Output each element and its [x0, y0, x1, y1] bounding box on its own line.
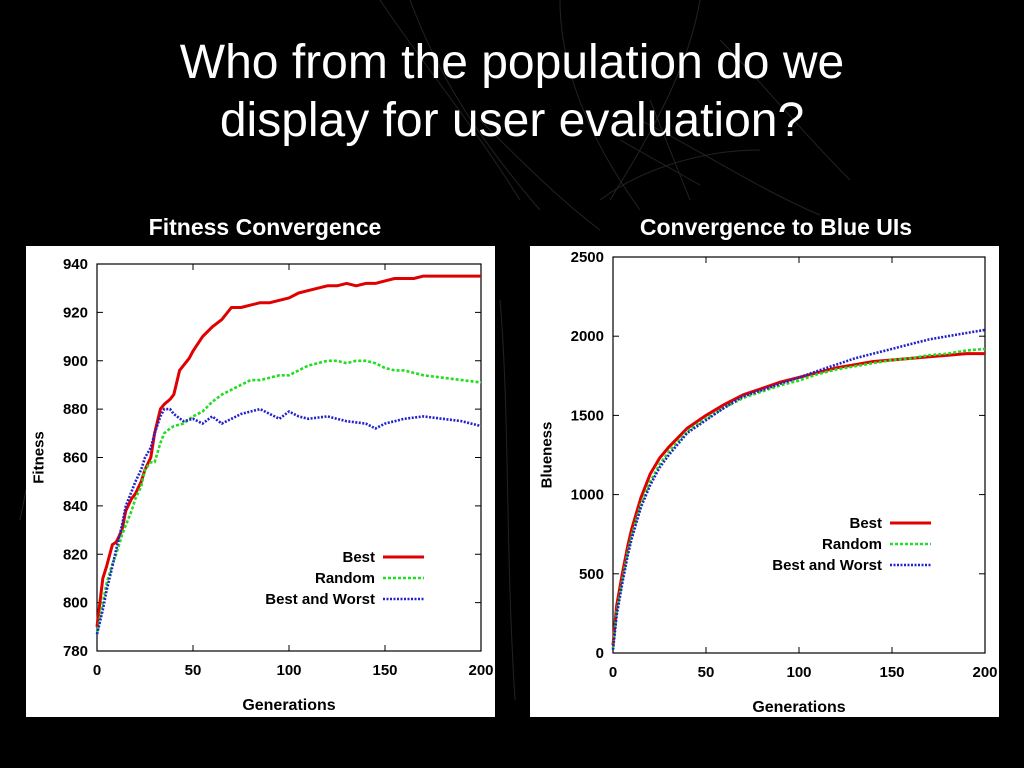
fitness-series-best	[95, 274, 481, 627]
fitness-xaxis-label: Generations	[242, 697, 335, 714]
blueness-xtick-label: 50	[698, 664, 715, 681]
blueness-ytick-label: 500	[579, 566, 604, 583]
fitness-ytick-label: 880	[63, 401, 88, 418]
fitness-legend-label-best: Best	[342, 549, 375, 566]
slide-title-line-2: display for user evaluation?	[219, 94, 805, 147]
fitness-xtick-label: 100	[276, 662, 301, 679]
blueness-chart-svg: 0 500 1000 1500 2000 2500 0 50 100 150 200 Generati…	[538, 249, 997, 716]
blueness-series-best	[611, 352, 985, 646]
blueness-legend-label-best: Best	[849, 515, 882, 532]
blueness-xtick-label: 0	[609, 664, 617, 681]
fitness-ytick-label: 840	[63, 498, 88, 515]
fitness-ytick-label: 820	[63, 546, 88, 563]
fitness-ytick-label: 900	[63, 353, 88, 370]
blueness-ytick-label: 2000	[571, 328, 604, 345]
fitness-xtick-label: 0	[93, 662, 101, 679]
fitness-yaxis-label: Fitness	[30, 431, 47, 484]
blueness-ytick-label: 1500	[571, 407, 604, 424]
fitness-xtick-label: 50	[185, 662, 202, 679]
blueness-xtick-label: 150	[879, 664, 904, 681]
blueness-ytick-label: 2500	[571, 249, 604, 266]
fitness-ytick-label: 920	[63, 304, 88, 321]
blueness-yaxis-label: Blueness	[538, 422, 555, 489]
blueness-chart: 0 500 1000 1500 2000 2500 0 50 100 150 200 Generati…	[530, 246, 999, 717]
fitness-ytick-label: 800	[63, 595, 88, 612]
blueness-ytick-label: 0	[596, 645, 604, 662]
blueness-plot-frame	[612, 256, 986, 654]
fitness-legend-label-best-and-worst: Best and Worst	[265, 591, 375, 608]
fitness-ytick-label: 860	[63, 450, 88, 467]
fitness-xtick-label: 150	[372, 662, 397, 679]
blueness-ytick-label: 1000	[571, 487, 604, 504]
blueness-xaxis-label: Generations	[752, 699, 845, 716]
blueness-series-random	[611, 347, 986, 649]
fitness-series-random	[95, 359, 482, 635]
slide-title: Who from the population do we display fo…	[0, 34, 1024, 150]
blueness-chart-heading: Convergence to Blue UIs	[639, 214, 913, 240]
fitness-ytick-label: 780	[63, 643, 88, 660]
fitness-chart: 780 800 820 840 860 880 900 920 940 0 50 100 150 200 G…	[26, 246, 495, 717]
slide-title-line-1: Who from the population do we	[179, 36, 845, 89]
fitness-chart-heading: Fitness Convergence	[148, 214, 382, 240]
fitness-series-best-and-worst	[95, 407, 482, 635]
fitness-xtick-label: 200	[468, 662, 493, 679]
fitness-legend-label-random: Random	[315, 570, 375, 587]
fitness-ytick-label: 940	[63, 256, 88, 273]
blueness-xtick-label: 100	[786, 664, 811, 681]
blueness-legend-label-best-and-worst: Best and Worst	[772, 557, 882, 574]
blueness-series-best-and-worst	[611, 328, 986, 650]
fitness-chart-svg: 780 800 820 840 860 880 900 920 940 0 50 100 150 200 G…	[30, 256, 493, 714]
blueness-xtick-label: 200	[972, 664, 997, 681]
blueness-legend-label-random: Random	[822, 536, 882, 553]
